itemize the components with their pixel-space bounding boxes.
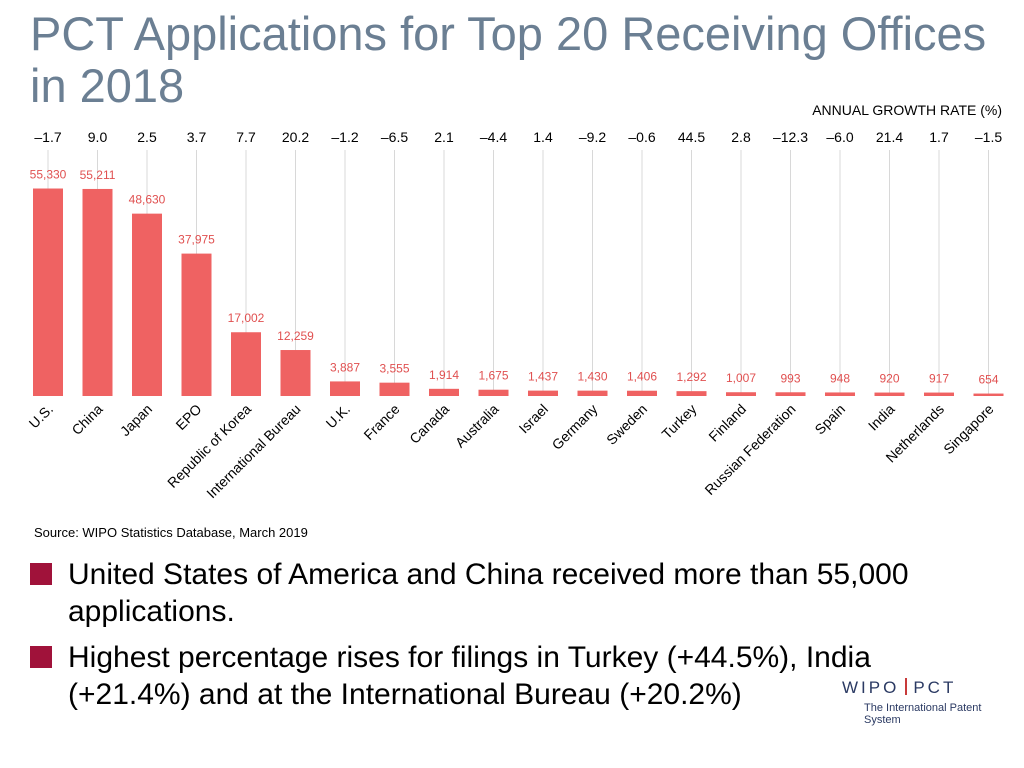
- growth-rate-label: –6.0: [826, 129, 853, 145]
- growth-rate-label: 21.4: [876, 129, 903, 145]
- bullet-item: Highest percentage rises for filings in …: [30, 639, 930, 713]
- bar: [627, 390, 657, 396]
- category-label: U.S.: [26, 401, 57, 432]
- value-label: 920: [879, 372, 899, 386]
- category-label: Canada: [406, 401, 452, 447]
- category-label: Germany: [549, 401, 601, 453]
- growth-rate-label: 20.2: [282, 129, 309, 145]
- value-label: 17,002: [228, 311, 265, 325]
- growth-rate-label: –1.7: [34, 129, 61, 145]
- bar: [775, 392, 806, 396]
- category-label: EPO: [172, 401, 204, 433]
- growth-rate-label: –1.5: [975, 129, 1002, 145]
- growth-rate-label: 1.4: [533, 129, 553, 145]
- growth-rate-label: 2.8: [731, 129, 751, 145]
- bar: [379, 382, 410, 396]
- bar: [132, 213, 162, 396]
- growth-rate-label: 9.0: [88, 129, 108, 145]
- category-label: France: [360, 401, 402, 443]
- bar: [577, 390, 608, 396]
- category-label: Japan: [117, 401, 155, 439]
- value-label: 1,430: [577, 370, 607, 384]
- value-label: 1,292: [676, 370, 706, 384]
- value-label: 1,675: [478, 369, 508, 383]
- bar: [874, 392, 905, 396]
- category-label: China: [68, 401, 105, 438]
- bar: [478, 389, 509, 396]
- value-label: 917: [929, 372, 949, 386]
- category-label: Finland: [705, 401, 749, 445]
- bar: [825, 392, 855, 396]
- category-label: Israel: [516, 401, 552, 437]
- growth-rate-label: –9.2: [579, 129, 606, 145]
- value-label: 37,975: [178, 233, 215, 247]
- bar: [181, 253, 212, 396]
- value-label: 1,007: [726, 371, 756, 385]
- growth-rate-label: 3.7: [187, 129, 207, 145]
- bar: [280, 350, 311, 396]
- category-label: Turkey: [658, 401, 699, 442]
- value-label: 948: [830, 371, 850, 385]
- category-label: Russian Federation: [701, 401, 798, 498]
- growth-rate-label: –6.5: [381, 129, 408, 145]
- bar: [973, 393, 1004, 396]
- bar: [330, 381, 360, 396]
- growth-rate-label: –0.6: [628, 129, 655, 145]
- value-label: 1,406: [627, 370, 657, 384]
- value-label: 12,259: [277, 329, 314, 343]
- bullet-item: United States of America and China recei…: [30, 556, 930, 630]
- category-label: Australia: [452, 401, 502, 451]
- value-label: 1,914: [429, 368, 459, 382]
- value-label: 55,211: [80, 168, 116, 182]
- value-label: 3,555: [379, 362, 409, 376]
- growth-rate-label: 2.5: [137, 129, 157, 145]
- value-label: 1,437: [528, 370, 558, 384]
- category-label: Republic of Korea: [164, 401, 254, 491]
- page-title: PCT Applications for Top 20 Receiving Of…: [30, 7, 987, 112]
- category-label: Spain: [811, 401, 848, 438]
- category-label: India: [865, 401, 898, 434]
- growth-rate-label: –12.3: [773, 129, 808, 145]
- growth-rate-label: 44.5: [678, 129, 705, 145]
- bar: [726, 392, 756, 396]
- category-label: Sweden: [603, 401, 650, 448]
- bar: [429, 388, 459, 396]
- growth-rate-label: –1.2: [331, 129, 358, 145]
- bullet-square-icon: [30, 646, 52, 668]
- logo-wipo-text: WIPO: [842, 678, 900, 697]
- category-label: International Bureau: [203, 401, 303, 501]
- growth-rate-header: ANNUAL GROWTH RATE (%): [812, 102, 1002, 118]
- source-note: Source: WIPO Statistics Database, March …: [34, 525, 308, 540]
- bar: [528, 390, 558, 396]
- growth-rate-label: 1.7: [929, 129, 949, 145]
- logo-pct-text: PCT: [913, 678, 957, 697]
- bullet-text: Highest percentage rises for filings in …: [68, 641, 871, 711]
- bullet-square-icon: [30, 563, 52, 585]
- growth-rate-label: –4.4: [480, 129, 507, 145]
- bullet-list: United States of America and China recei…: [30, 556, 930, 722]
- bar: [676, 391, 707, 396]
- value-label: 48,630: [129, 193, 166, 207]
- category-label: Singapore: [940, 401, 997, 458]
- bar: [924, 392, 954, 396]
- bullet-text: United States of America and China recei…: [68, 558, 909, 628]
- value-label: 993: [780, 371, 800, 385]
- bar: [82, 188, 113, 396]
- value-label: 654: [978, 373, 998, 387]
- wipo-pct-logo: WIPO PCT The International Patent System: [842, 678, 982, 726]
- value-label: 3,887: [330, 360, 360, 374]
- bar: [231, 332, 261, 396]
- growth-rate-label: 7.7: [236, 129, 256, 145]
- logo-subtitle: The International Patent System: [864, 702, 982, 726]
- value-label: 55,330: [30, 168, 67, 182]
- growth-rate-label: 2.1: [434, 129, 454, 145]
- category-label: U.K.: [323, 401, 354, 432]
- bar: [33, 188, 63, 396]
